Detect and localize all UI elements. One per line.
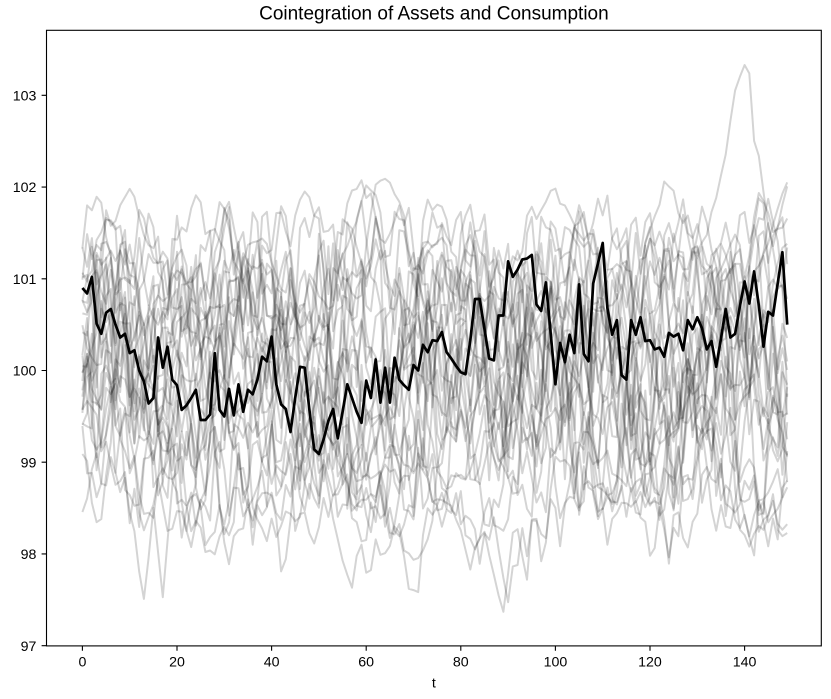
svg-text:99: 99 xyxy=(21,455,37,471)
svg-text:101: 101 xyxy=(13,272,37,288)
svg-text:102: 102 xyxy=(13,180,37,196)
svg-text:20: 20 xyxy=(169,655,185,671)
svg-text:Cointegration of Assets and Co: Cointegration of Assets and Consumption xyxy=(259,4,609,25)
svg-text:80: 80 xyxy=(453,655,469,671)
svg-text:98: 98 xyxy=(21,547,37,563)
svg-text:103: 103 xyxy=(13,88,37,104)
svg-text:100: 100 xyxy=(13,364,37,380)
svg-text:60: 60 xyxy=(358,655,374,671)
svg-text:40: 40 xyxy=(264,655,280,671)
svg-text:97: 97 xyxy=(21,639,37,655)
svg-text:0: 0 xyxy=(78,655,86,671)
svg-text:120: 120 xyxy=(638,655,662,671)
svg-text:140: 140 xyxy=(733,655,757,671)
svg-text:t: t xyxy=(432,675,436,691)
svg-text:100: 100 xyxy=(544,655,568,671)
